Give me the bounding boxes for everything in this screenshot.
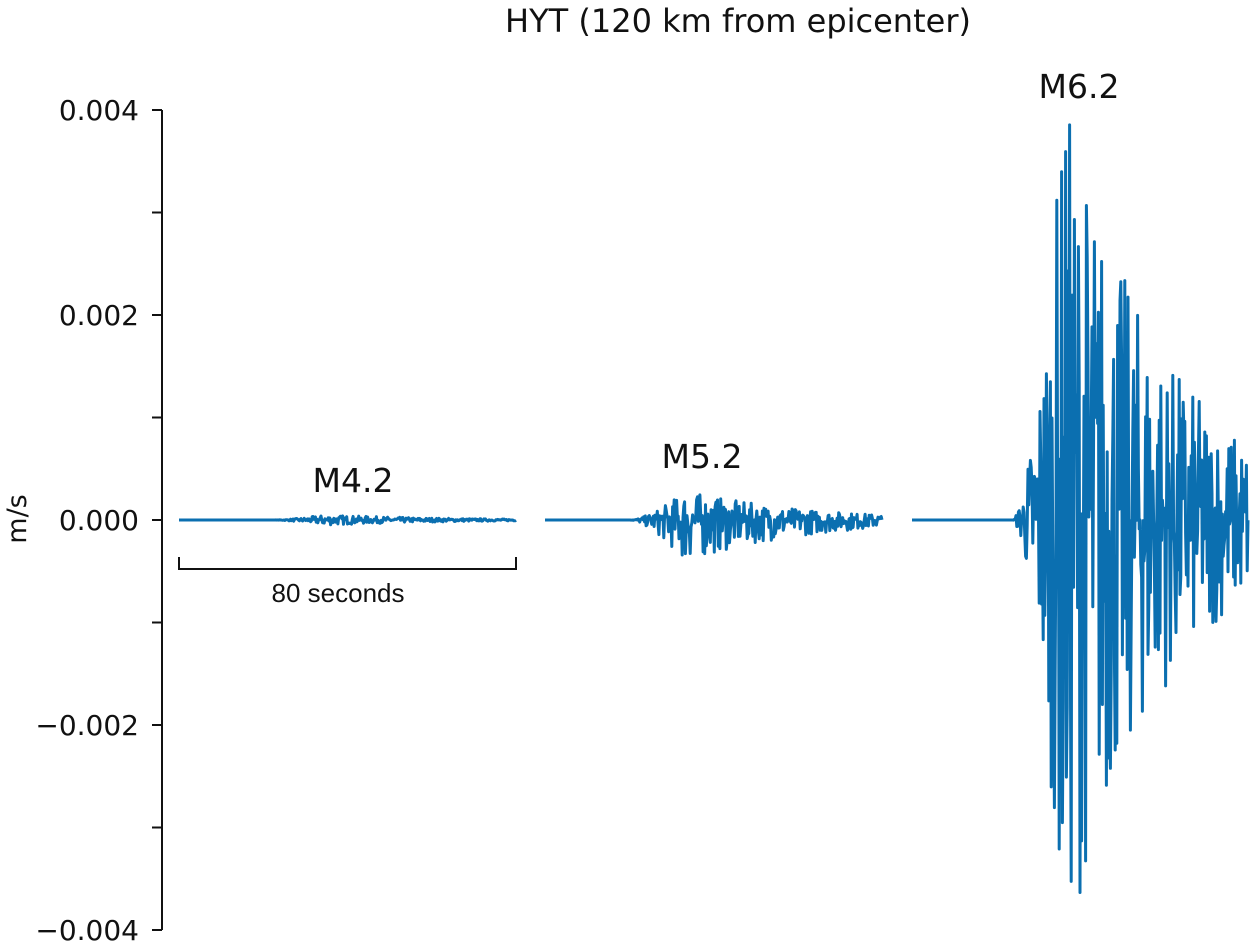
scale-bar: 80 seconds — [178, 557, 517, 608]
y-tick-label: 0.000 — [59, 504, 139, 537]
event-label: M5.2 — [662, 437, 743, 476]
y-axis-ticks: −0.004 −0.002 0.000 0.002 0.004 — [35, 94, 162, 946]
y-tick-label: 0.004 — [59, 94, 139, 127]
event-label: M6.2 — [1039, 67, 1120, 106]
chart-title: HYT (120 km from epicenter) — [505, 2, 971, 40]
y-tick-label: −0.004 — [35, 914, 139, 946]
y-axis-label: m/s — [2, 494, 33, 543]
event-label: M4.2 — [313, 461, 394, 500]
trace-m6-2 — [911, 123, 1250, 894]
waveform-traces — [178, 123, 1250, 894]
scale-bar-bracket — [178, 557, 517, 570]
event-labels: M4.2 M5.2 M6.2 — [313, 67, 1120, 500]
trace-m4-2 — [178, 514, 517, 527]
y-tick-label: −0.002 — [35, 709, 139, 742]
trace-m5-2 — [544, 493, 884, 557]
y-tick-label: 0.002 — [59, 299, 139, 332]
scale-bar-label: 80 seconds — [272, 578, 405, 608]
